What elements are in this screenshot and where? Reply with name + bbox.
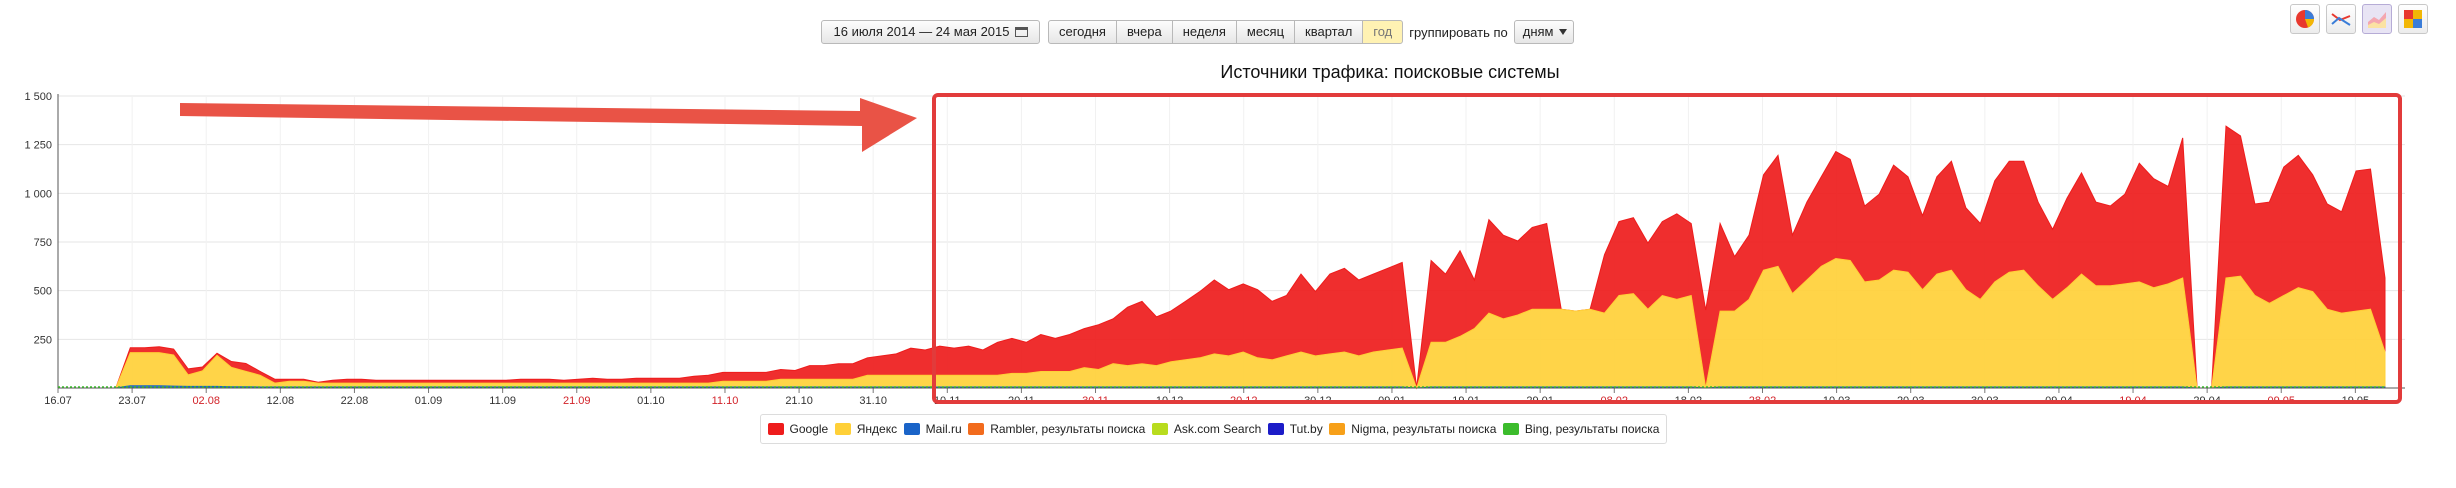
annotation-arrow — [180, 98, 917, 152]
x-tick-label: 02.08 — [192, 395, 220, 407]
x-tick-label: 11.10 — [712, 395, 739, 407]
y-axis-labels: 250 500 750 1 000 1 250 1 500 — [24, 91, 52, 346]
y-tick-label: 1 000 — [24, 188, 52, 200]
legend-label: Nigma, результаты поиска — [1351, 422, 1497, 436]
x-tick-label: 22.08 — [341, 395, 369, 407]
legend-label: Google — [789, 422, 829, 436]
chart-type-switcher — [2290, 4, 2434, 34]
chart-axes — [57, 94, 2405, 393]
period-quarter-button[interactable]: квартал — [1294, 20, 1364, 44]
legend-label: Mail.ru — [925, 422, 962, 436]
legend-swatch — [767, 423, 784, 435]
legend-swatch — [968, 423, 985, 435]
x-tick-label: 21.09 — [563, 395, 591, 407]
legend-item-nigma[interactable]: Nigma, результаты поиска — [1329, 422, 1496, 436]
y-tick-label: 1 250 — [24, 140, 52, 152]
legend-item-tutby[interactable]: Tut.by — [1267, 422, 1323, 436]
period-today-button[interactable]: сегодня — [1048, 20, 1117, 44]
x-tick-label: 01.10 — [637, 395, 665, 407]
legend-label: Rambler, результаты поиска — [990, 422, 1146, 436]
legend-swatch — [1502, 423, 1519, 435]
legend-item-bing[interactable]: Bing, результаты поиска — [1502, 422, 1660, 436]
chart-legend: Google Яндекс Mail.ru Rambler, результат… — [760, 414, 1667, 444]
x-tick-label: 16.07 — [44, 395, 72, 407]
x-tick-label: 31.10 — [859, 395, 887, 407]
y-tick-label: 750 — [34, 237, 52, 249]
area-chart-icon[interactable] — [2362, 4, 2392, 34]
chart-areas — [58, 125, 2386, 390]
period-toolbar: 16 июля 2014 — 24 мая 2015 сегодня вчера… — [821, 19, 1575, 45]
y-tick-label: 1 500 — [24, 91, 52, 103]
group-by-label: группировать по — [1409, 24, 1508, 40]
legend-item-google[interactable]: Google — [767, 422, 829, 436]
heatmap-icon[interactable] — [2398, 4, 2428, 34]
group-by-select[interactable]: дням — [1513, 20, 1575, 44]
legend-swatch — [1267, 423, 1284, 435]
x-tick-label: 01.09 — [415, 395, 443, 407]
legend-label: Ask.com Search — [1173, 422, 1262, 436]
legend-label: Яндекс — [856, 422, 898, 436]
pie-chart-icon[interactable] — [2290, 4, 2320, 34]
x-tick-label: 23.07 — [118, 395, 146, 407]
group-by-value: дням — [1522, 24, 1554, 39]
period-yesterday-button[interactable]: вчера — [1115, 20, 1173, 44]
x-tick-label: 21.10 — [785, 395, 813, 407]
legend-item-ask[interactable]: Ask.com Search — [1151, 422, 1262, 436]
line-chart-icon[interactable] — [2326, 4, 2356, 34]
legend-swatch — [1329, 423, 1346, 435]
annotation-highlight-box — [932, 93, 2402, 404]
traffic-area-chart: 250 500 750 1 000 1 250 1 500 16.07 23.07 02.08… — [24, 91, 2405, 407]
x-tick-label: 12.08 — [267, 395, 295, 407]
period-year-button[interactable]: год — [1362, 20, 1404, 44]
legend-swatch — [834, 423, 851, 435]
legend-swatch — [903, 423, 920, 435]
legend-item-yandex[interactable]: Яндекс — [834, 422, 898, 436]
period-switcher: сегодня вчера неделя месяц квартал год — [1048, 20, 1404, 44]
calendar-icon — [1014, 27, 1028, 37]
x-tick-label: 11.09 — [489, 395, 516, 407]
chevron-down-icon — [1559, 29, 1568, 35]
legend-item-mailru[interactable]: Mail.ru — [903, 422, 962, 436]
annotations — [180, 93, 2402, 404]
legend-swatch — [1151, 423, 1168, 435]
y-tick-label: 500 — [34, 286, 52, 298]
date-range-picker[interactable]: 16 июля 2014 — 24 мая 2015 — [821, 20, 1040, 44]
legend-label: Bing, результаты поиска — [1524, 422, 1660, 436]
date-range-label: 16 июля 2014 — 24 мая 2015 — [833, 24, 1010, 39]
legend-label: Tut.by — [1289, 422, 1323, 436]
legend-item-rambler[interactable]: Rambler, результаты поиска — [968, 422, 1145, 436]
y-tick-label: 250 — [34, 334, 52, 346]
chart-title: Источники трафика: поисковые системы — [1220, 62, 1560, 82]
